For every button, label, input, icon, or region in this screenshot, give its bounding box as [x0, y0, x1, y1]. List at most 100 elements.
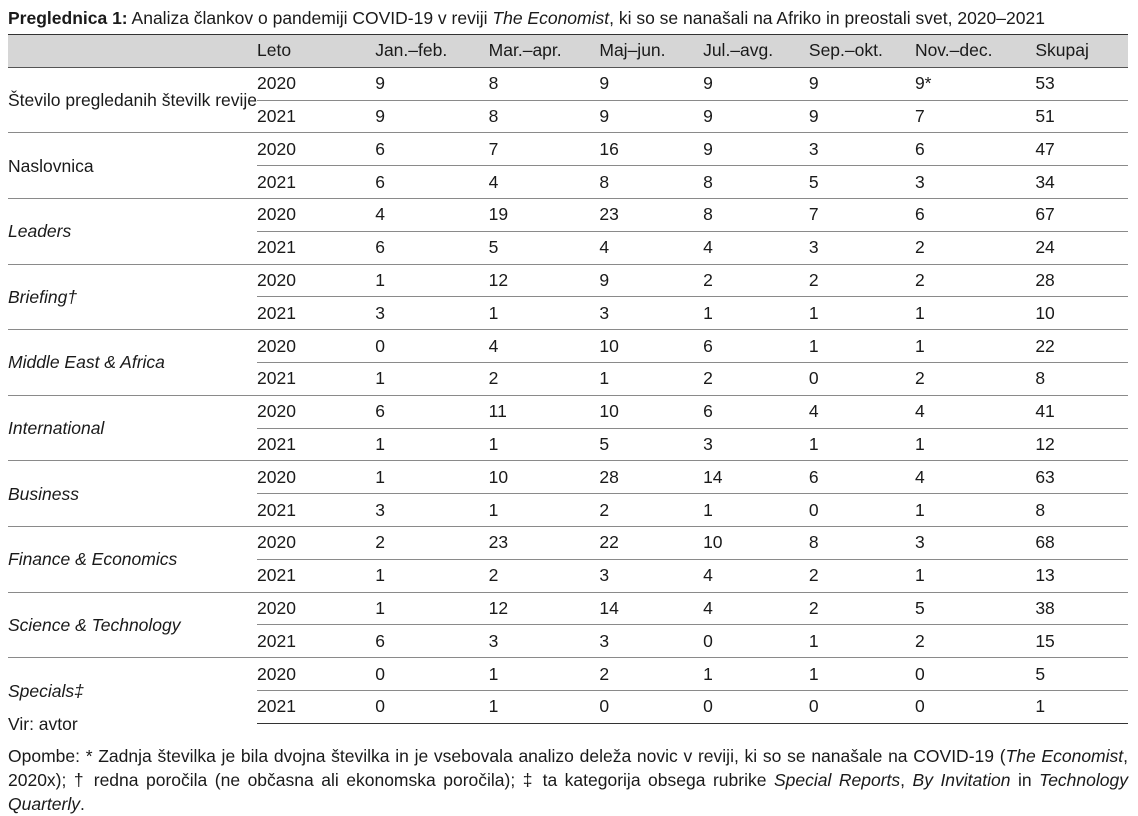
table-row: Specials‡ 2020 0 1 2 1 1 0 5 — [8, 657, 1128, 724]
cell-value: 1 — [808, 296, 915, 330]
cell-value: 2 — [703, 263, 809, 297]
table-row: Briefing† 2020 1 12 9 2 2 2 28 — [8, 263, 1128, 330]
cell-value: 1 — [808, 657, 915, 691]
source-line: Vir: avtor — [8, 714, 78, 734]
cell-value: 28 — [1035, 263, 1128, 297]
cell-value: 2 — [599, 493, 704, 527]
cell-value: 5 — [488, 230, 600, 265]
cell-value: 5 — [599, 427, 704, 461]
cell-value: 14 — [703, 460, 809, 494]
cell-value: 5 — [914, 591, 1036, 625]
row-category-label: Middle East & Africa — [8, 329, 258, 396]
cell-value: 12 — [488, 591, 600, 625]
cell-value: 19 — [488, 197, 600, 232]
cell-value: 6 — [375, 394, 489, 429]
cell-value: 1 — [808, 427, 915, 461]
cell-value: 4 — [488, 329, 600, 363]
cell-value: 8 — [599, 165, 704, 199]
note-italic-by-invitation: By Invitation — [912, 770, 1011, 790]
cell-value: 68 — [1035, 525, 1128, 560]
table-row: Science & Technology 2020 1 12 14 4 2 5 38 — [8, 591, 1128, 658]
note-text-5: . — [79, 794, 85, 814]
cell-value: 10 — [599, 329, 704, 363]
cell-value: 0 — [808, 689, 915, 724]
cell-value: 1 — [488, 427, 600, 461]
header-nov-dec: Nov.–dec. — [914, 34, 1036, 68]
cell-value: 3 — [599, 296, 704, 330]
cell-value: 2 — [914, 361, 1036, 396]
cell-year: 2020 — [257, 263, 376, 297]
cell-value: 4 — [488, 165, 600, 199]
cell-value: 8 — [488, 66, 600, 101]
cell-value: 53 — [1035, 66, 1128, 101]
cell-value: 9 — [808, 99, 915, 133]
cell-year: 2020 — [257, 657, 376, 691]
cell-value: 0 — [375, 657, 489, 691]
cell-value: 3 — [808, 230, 915, 265]
row-category-label: Leaders — [8, 197, 258, 265]
cell-value: 1 — [488, 689, 600, 724]
cell-value: 1 — [914, 427, 1036, 461]
cell-value: 1 — [599, 361, 704, 396]
table-row: 2021 1 2 3 4 2 1 13 — [8, 558, 1128, 593]
cell-value: 12 — [1035, 427, 1128, 461]
cell-value: 63 — [1035, 460, 1128, 494]
header-mar-apr: Mar.–apr. — [488, 34, 600, 68]
cell-value: 1 — [375, 460, 489, 494]
cell-value: 3 — [375, 493, 489, 527]
cell-value: 3 — [599, 624, 704, 658]
cell-value: 23 — [599, 197, 704, 232]
cell-value: 4 — [703, 558, 809, 593]
note-text-3: , — [900, 770, 913, 790]
cell-value: 6 — [703, 394, 809, 429]
cell-value: 1 — [375, 558, 489, 593]
cell-value: 6 — [703, 329, 809, 363]
cell-value: 6 — [375, 165, 489, 199]
cell-value: 0 — [914, 689, 1036, 724]
cell-value: 1 — [375, 361, 489, 396]
cell-year: 2021 — [257, 165, 376, 199]
cell-value: 9 — [808, 66, 915, 101]
table-row: 2021 6 4 8 8 5 3 34 — [8, 165, 1128, 199]
cell-value: 2 — [808, 558, 915, 593]
cell-value: 23 — [488, 525, 600, 560]
cell-value: 8 — [808, 525, 915, 560]
table-row: Finance & Economics 2020 2 23 22 10 8 3 68 — [8, 525, 1128, 593]
cell-value: 6 — [914, 132, 1036, 166]
cell-value: 2 — [703, 361, 809, 396]
cell-value: 1 — [914, 296, 1036, 330]
cell-value: 1 — [375, 591, 489, 625]
cell-value: 2 — [808, 591, 915, 625]
table-row: International 2020 6 11 10 6 4 4 41 — [8, 394, 1128, 461]
cell-year: 2020 — [257, 460, 376, 494]
cell-value: 10 — [488, 460, 600, 494]
cell-value: 8 — [1035, 361, 1128, 396]
cell-value: 15 — [1035, 624, 1128, 658]
cell-value: 4 — [914, 460, 1036, 494]
cell-value: 6 — [914, 197, 1036, 232]
cell-value: 1 — [703, 493, 809, 527]
cell-value: 10 — [599, 394, 704, 429]
row-category-label: Finance & Economics — [8, 525, 258, 593]
table-row: 2021 1 1 5 3 1 1 12 — [8, 427, 1128, 461]
cell-value: 8 — [703, 165, 809, 199]
cell-value: 4 — [703, 230, 809, 265]
cell-value: 3 — [488, 624, 600, 658]
cell-value: 1 — [914, 493, 1036, 527]
cell-value: 51 — [1035, 99, 1128, 133]
cell-year: 2021 — [257, 296, 376, 330]
table-caption: Preglednica 1: Analiza člankov o pandemi… — [8, 6, 1130, 30]
cell-value: 16 — [599, 132, 704, 166]
cell-value: 1 — [914, 329, 1036, 363]
table-row: Middle East & Africa 2020 0 4 10 6 1 1 22 — [8, 329, 1128, 396]
row-category-label: Science & Technology — [8, 591, 258, 658]
header-maj-jun: Maj–jun. — [599, 34, 704, 68]
note-text-2: , 2020x); † redna poročila (ne občasna a… — [8, 746, 1128, 790]
cell-value: 5 — [808, 165, 915, 199]
cell-value: 11 — [488, 394, 600, 429]
cell-value: 4 — [914, 394, 1036, 429]
cell-value: 9 — [599, 99, 704, 133]
cell-year: 2021 — [257, 427, 376, 461]
cell-value: 8 — [1035, 493, 1128, 527]
caption-text-after: , ki so se nanašali na Afriko in preosta… — [609, 8, 1045, 28]
